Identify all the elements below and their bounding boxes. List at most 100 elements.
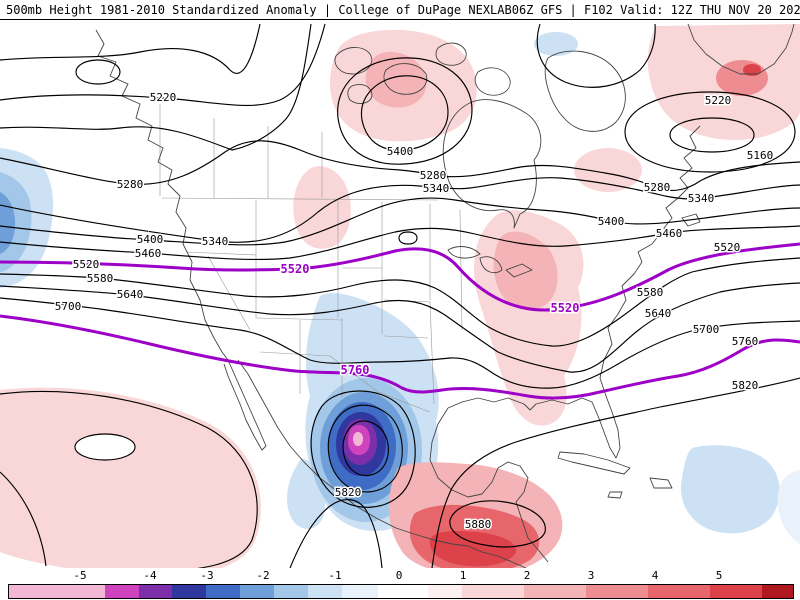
height-contours — [0, 23, 800, 571]
colorbar-segment — [378, 585, 428, 598]
neg-anomaly-hudson — [534, 32, 578, 56]
contour-ring-5400-arctic — [360, 75, 449, 151]
arctic-island-1 — [334, 47, 373, 75]
arctic-island-2 — [383, 63, 428, 95]
arctic-island-4 — [474, 67, 511, 96]
colorbar-tick-label: 3 — [587, 569, 595, 582]
coast-gulf-atlantic — [447, 125, 701, 459]
colorbar-tick-label: -1 — [328, 569, 342, 582]
contour-label: 5820 — [732, 379, 759, 392]
highlighted-contour-label: 5520 — [281, 262, 310, 276]
coast-mexico-west — [237, 359, 527, 569]
highlighted-contour-label: 5520 — [551, 301, 580, 315]
coast-hudson-bay — [442, 99, 542, 229]
hispaniola — [649, 477, 673, 489]
colorbar-tick-label: -3 — [200, 569, 214, 582]
coast-west — [95, 29, 267, 451]
cuba — [557, 451, 631, 475]
contour-label: 5640 — [645, 307, 672, 320]
colorbar-segment — [9, 585, 105, 598]
model-run-info: 06Z GFS | F102 Valid: 12Z THU NOV 20 202… — [511, 2, 800, 17]
contour-5460 — [0, 225, 800, 261]
baffin-island — [544, 50, 626, 132]
arctic-island-3 — [435, 42, 467, 66]
contour-ring-5880 — [449, 500, 546, 548]
contour-label: 5280 — [420, 169, 447, 182]
contour-sw-corner — [0, 471, 47, 567]
colorbar-segment — [206, 585, 240, 598]
contour-ring-trough-3 — [342, 420, 389, 477]
contour-label: 5580 — [87, 272, 114, 285]
pos-anomaly-greenland-inner — [716, 60, 768, 96]
colorbar-tick-label: -4 — [143, 569, 157, 582]
contour-ring-small — [398, 231, 418, 245]
contour-label: 5460 — [656, 227, 683, 240]
coast-mexico-east — [429, 407, 549, 563]
colorbar-tick-label: 5 — [715, 569, 723, 582]
colorbar-segment — [710, 585, 762, 598]
contour-label: 5280 — [644, 181, 671, 194]
highlighted-contour-label: 5760 — [341, 363, 370, 377]
contour-ring-trough-1 — [310, 390, 416, 508]
colorbar-tick-label: -2 — [256, 569, 270, 582]
lake-superior — [447, 246, 481, 259]
contour-5520-highlight — [0, 242, 800, 312]
contour-label: 5700 — [693, 323, 720, 336]
contour-label: 5520 — [714, 241, 741, 254]
colorbar-segment — [172, 585, 206, 598]
contour-5820-v — [289, 499, 383, 569]
contour-label: 5220 — [705, 94, 732, 107]
contour-5400 — [0, 197, 800, 246]
contour-arctic-a — [0, 23, 261, 74]
contour-ring-pacific-inner — [74, 433, 136, 461]
contour-label: 5700 — [55, 300, 82, 313]
jamaica — [607, 491, 623, 499]
pos-anomaly-quebec-inner — [493, 231, 558, 310]
coastlines — [95, 23, 795, 569]
colorbar-tick-label: 4 — [651, 569, 659, 582]
contour-label: 5400 — [387, 145, 414, 158]
state-borders — [159, 104, 463, 413]
colorbar-segment — [274, 585, 308, 598]
contour-label: 5280 — [117, 178, 144, 191]
contour-ring-5340-arctic — [337, 57, 473, 165]
colorbar-segment — [240, 585, 274, 598]
contour-5280 — [0, 140, 800, 191]
colorbar-segment — [308, 585, 342, 598]
colorbar-area: -5 -4 -3 -2 -1 0 1 2 3 4 5 — [0, 568, 800, 600]
contour-label: 5640 — [117, 288, 144, 301]
colorbar-segment — [139, 585, 172, 598]
contour-label: 5820 — [335, 486, 362, 499]
lake-erie-ontario — [505, 263, 533, 278]
colorbar-segment — [524, 585, 586, 598]
colorbar-tick-label: -5 — [73, 569, 87, 582]
contour-5760-highlight — [0, 314, 800, 400]
neg-anomaly-atlantic-edge — [777, 470, 800, 544]
contour-label: 5580 — [637, 286, 664, 299]
contour-arctic-u — [536, 23, 656, 88]
greenland-coast — [687, 23, 795, 75]
colorbar-segment — [462, 585, 524, 598]
pos-anomaly-greenland-core — [743, 64, 761, 76]
colorbar — [8, 584, 794, 599]
colorbar-tick-label: 2 — [523, 569, 531, 582]
colorbar-segment — [762, 585, 793, 598]
contour-label: 5460 — [135, 247, 162, 260]
colorbar-segment — [586, 585, 648, 598]
contour-ring-5220-ne — [624, 91, 796, 173]
pos-anomaly-centam-core — [429, 530, 517, 567]
contour-5640 — [0, 282, 800, 373]
contour-label: 5880 — [465, 518, 492, 531]
contour-label: 5160 — [747, 149, 774, 162]
contour-label: 5340 — [202, 235, 229, 248]
contour-label: 5220 — [150, 91, 177, 104]
pos-anomaly-east-pacific — [0, 387, 261, 577]
lake-michigan-huron — [479, 256, 503, 274]
contour-ring-5160 — [669, 117, 755, 153]
colorbar-ticks: -5 -4 -3 -2 -1 0 1 2 3 4 5 — [0, 569, 800, 582]
neg-anomaly-core-center — [353, 432, 363, 446]
newfoundland — [681, 213, 701, 227]
contour-label: 5400 — [598, 215, 625, 228]
